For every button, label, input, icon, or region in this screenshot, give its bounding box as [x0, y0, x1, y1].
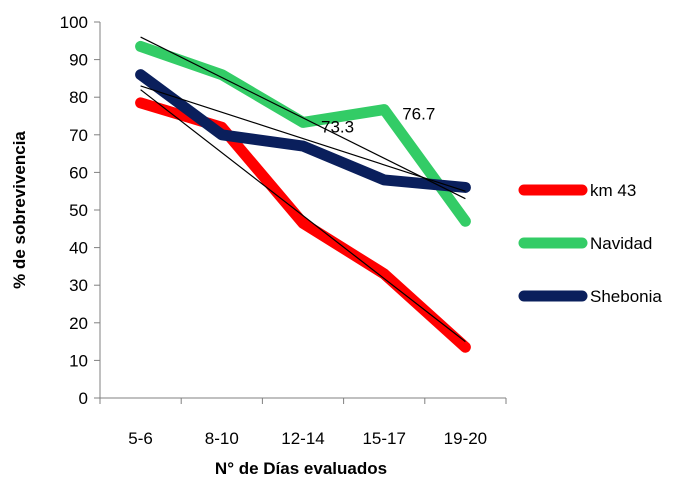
legend: km 43 Navidad Shebonia [518, 181, 662, 306]
trendlines [140, 36, 466, 343]
y-tick-label: 30 [69, 276, 88, 295]
x-tick-label: 12-14 [281, 429, 324, 448]
y-tick-label: 70 [69, 126, 88, 145]
y-tick-label: 90 [69, 51, 88, 70]
series-line-navidad [135, 40, 471, 227]
y-tick-label: 0 [79, 389, 88, 408]
x-tick-label: 19-20 [444, 429, 487, 448]
series-line-shebonia [135, 69, 471, 193]
y-tick-label: 60 [69, 163, 88, 182]
legend-label: Shebonia [590, 287, 662, 306]
y-tick-label: 80 [69, 88, 88, 107]
data-labels: 73.3 76.7 [321, 105, 435, 137]
data-label: 73.3 [321, 117, 354, 136]
y-tick-label: 50 [69, 201, 88, 220]
series-lines [135, 40, 471, 353]
legend-label: Navidad [590, 234, 652, 253]
series-line-km-43 [135, 97, 471, 353]
y-axis-title: % de sobrevivencia [10, 131, 29, 289]
y-tick-label: 100 [60, 13, 88, 32]
axes: 0 10 20 30 40 50 60 70 80 90 100 5-6 8-10 12-14 15-17 1… [60, 13, 507, 448]
x-axis-title: N° de Días evaluados [215, 459, 387, 478]
trendline-km-43 [140, 89, 466, 343]
y-tick-label: 40 [69, 239, 88, 258]
trendline-shebonia [140, 85, 466, 192]
x-tick-label: 8-10 [205, 429, 239, 448]
trendline-navidad [140, 36, 466, 200]
y-tick-label: 10 [69, 351, 88, 370]
data-label: 76.7 [402, 105, 435, 124]
x-tick-label: 5-6 [128, 429, 153, 448]
x-tick-label: 15-17 [362, 429, 405, 448]
legend-label: km 43 [590, 181, 636, 200]
y-tick-label: 20 [69, 314, 88, 333]
